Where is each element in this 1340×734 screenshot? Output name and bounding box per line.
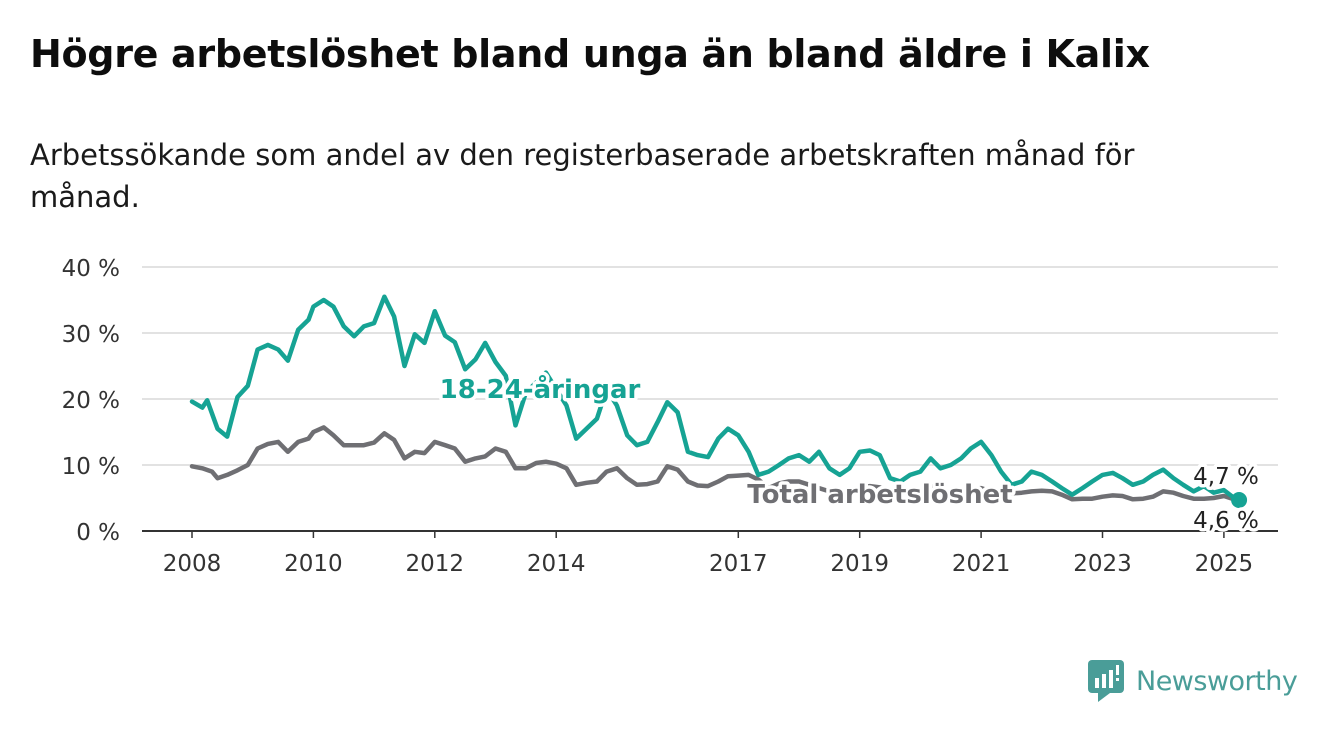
series-label-youth: 18-24-åringar	[440, 373, 641, 405]
x-tick-label: 2025	[1195, 551, 1254, 577]
x-tick-label: 2023	[1073, 551, 1132, 577]
brand-name: Newsworthy	[1136, 665, 1298, 697]
chart-subtitle: Arbetssökande som andel av den registerb…	[30, 138, 1135, 214]
x-tick-label: 2019	[830, 551, 889, 577]
youth-end-point	[1231, 491, 1248, 508]
y-tick-label: 40 %	[62, 256, 120, 282]
series-line-youth	[189, 294, 1242, 503]
newsworthy-logo: Newsworthy	[1088, 660, 1298, 702]
x-tick-label: 2021	[952, 551, 1011, 577]
x-axis-ticks: 2008 2010 2012 2014 2017 2019 2021 2023 2025	[163, 531, 1253, 577]
series-lines	[189, 294, 1248, 508]
y-tick-label: 10 %	[62, 454, 120, 480]
x-tick-label: 2012	[406, 551, 465, 577]
series-labels: 18-24-åringar Total arbetslöshet 4,7 % 4,6 …	[436, 370, 1262, 538]
y-axis-ticks: 0 % 10 % 20 % 30 % 40 %	[62, 256, 120, 546]
chart-title: Högre arbetslöshet bland unga än bland ä…	[30, 32, 1150, 76]
series-label-total: Total arbetslöshet	[747, 480, 1012, 510]
y-tick-label: 20 %	[62, 388, 120, 414]
total-end-label: 4,6 %	[1193, 508, 1259, 534]
gridlines	[142, 266, 1278, 532]
youth-end-label: 4,7 %	[1193, 464, 1259, 490]
x-tick-label: 2014	[527, 551, 586, 577]
y-tick-label: 0 %	[76, 520, 120, 546]
y-tick-label: 30 %	[62, 322, 120, 348]
bar-chart-icon	[1088, 660, 1124, 702]
x-tick-label: 2017	[709, 551, 768, 577]
series-line-total	[189, 425, 1242, 503]
x-tick-label: 2010	[284, 551, 343, 577]
x-tick-label: 2008	[163, 551, 222, 577]
